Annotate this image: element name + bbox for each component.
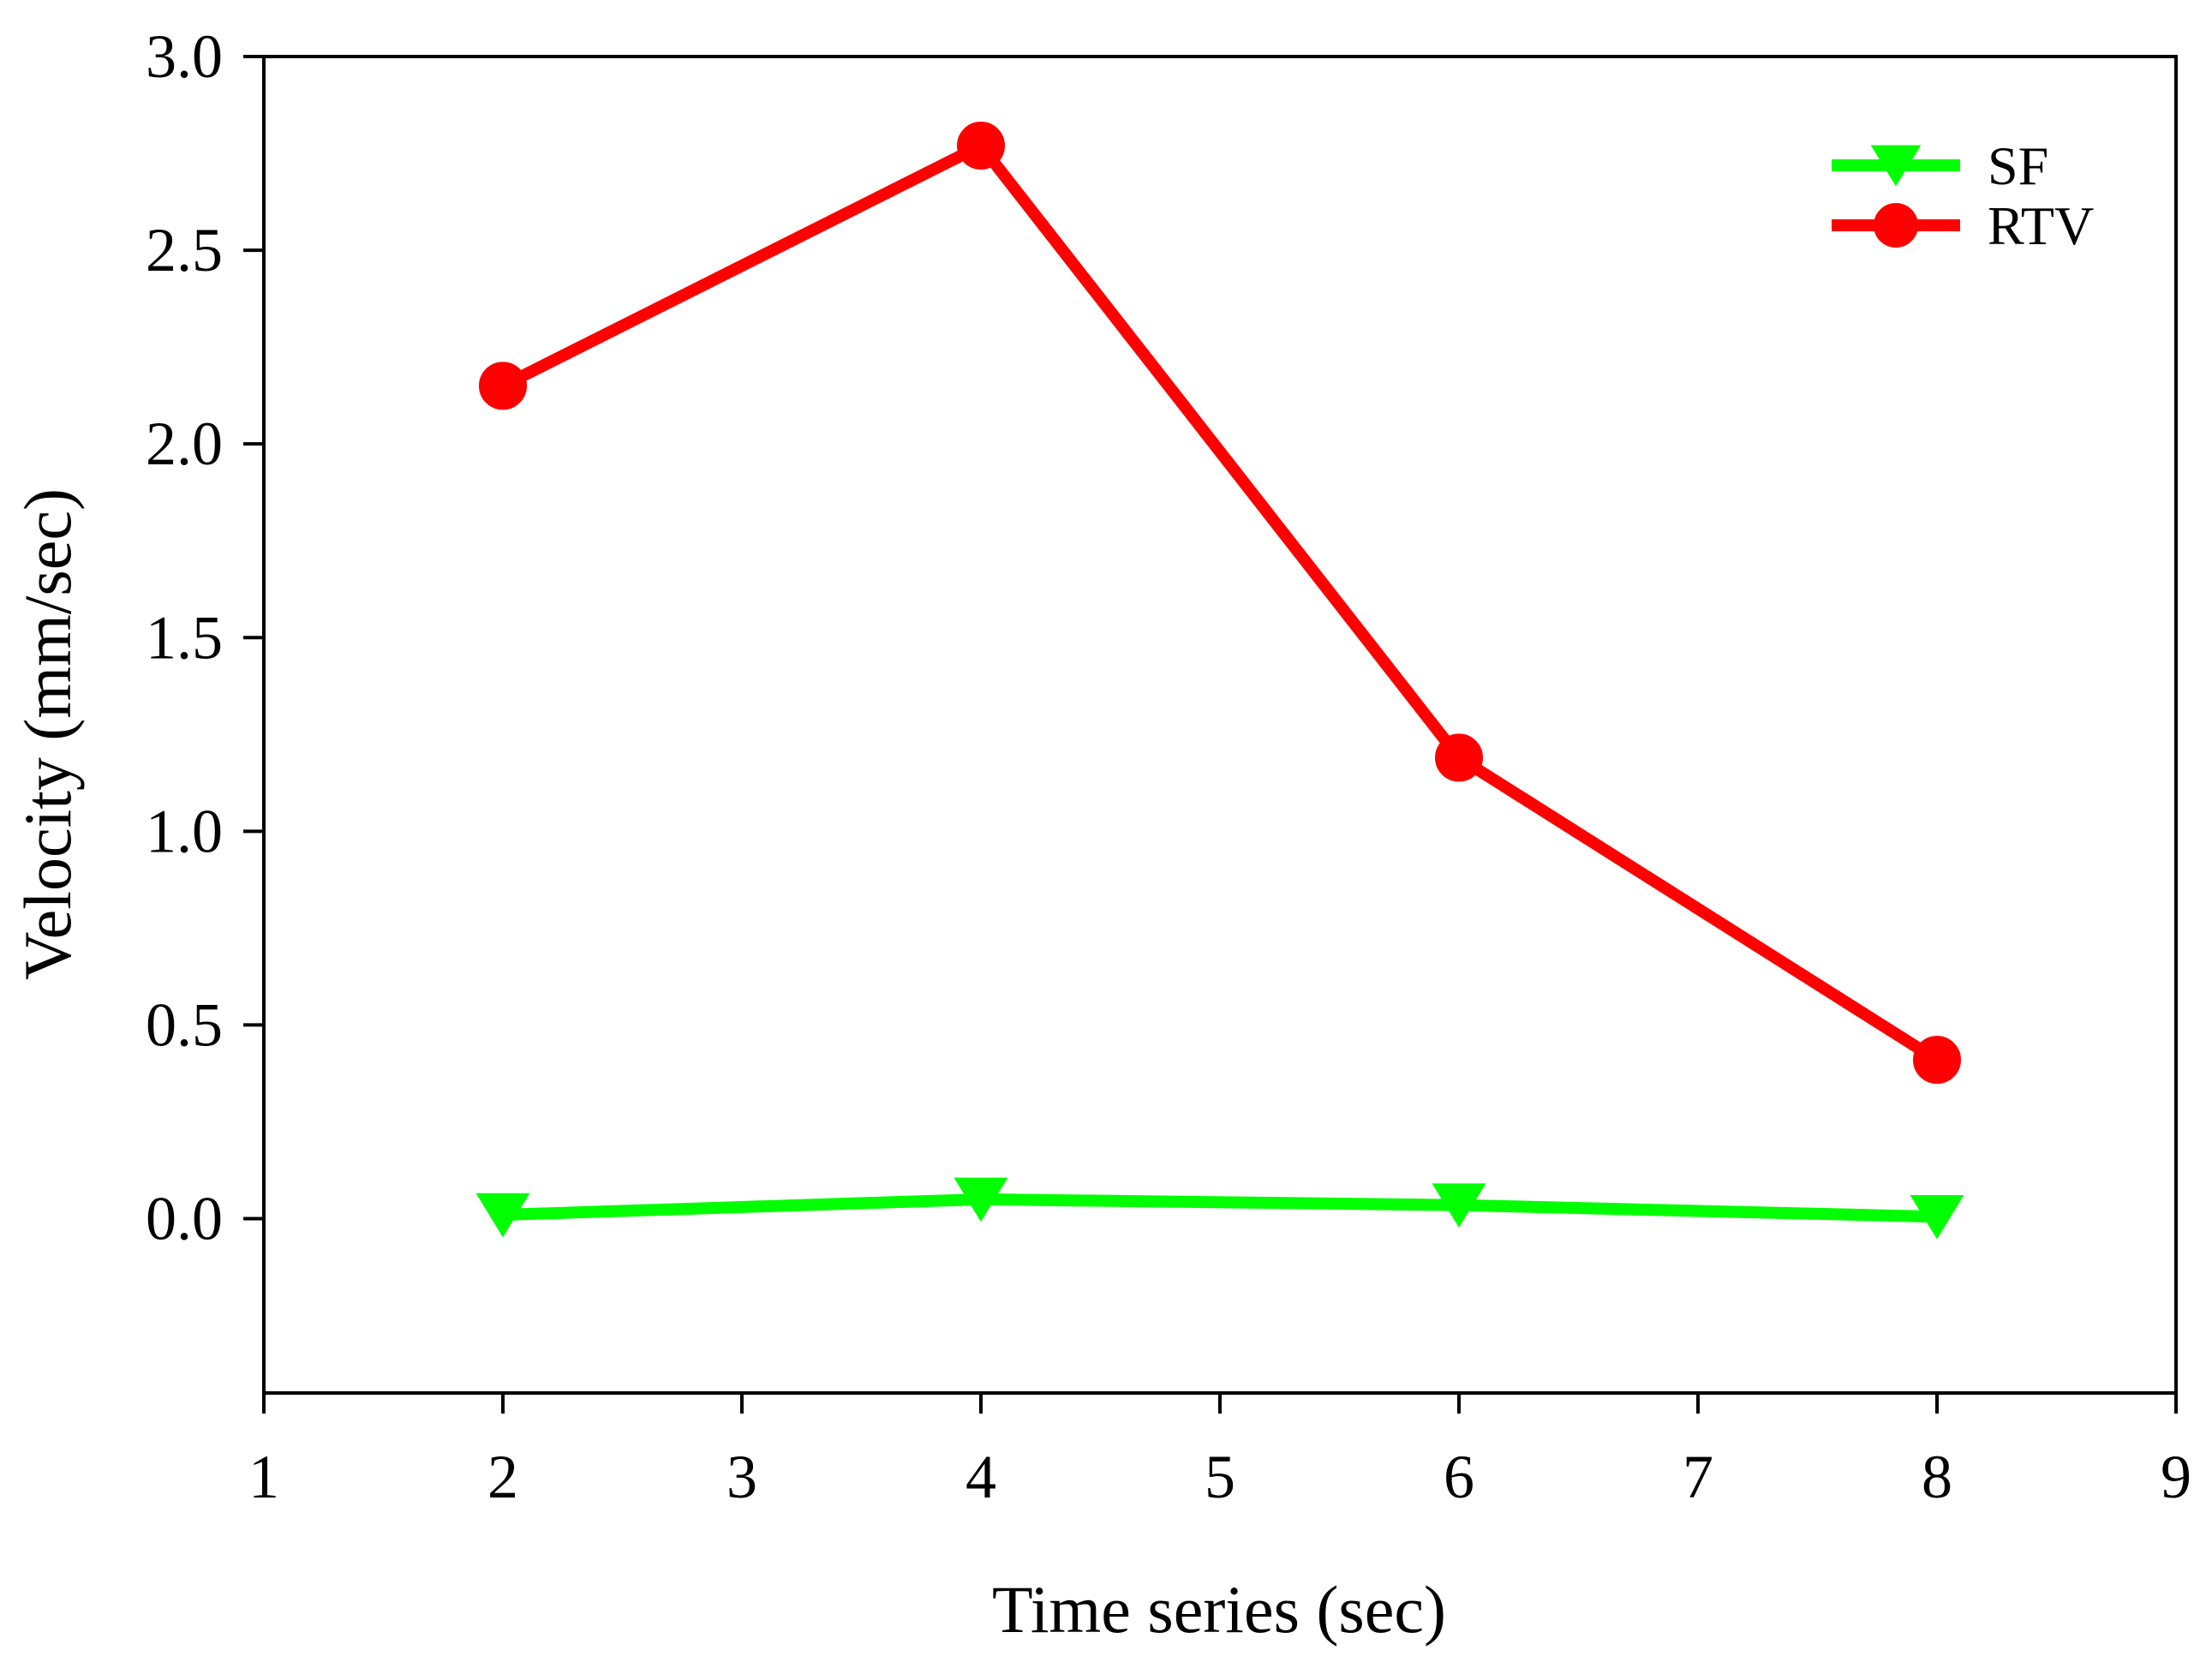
x-tick-label: 2 [487,1443,518,1511]
rtv-point [957,122,1005,170]
plot-area [262,55,2178,1395]
y-tick-label: 1.5 [146,603,223,672]
x-tick-label: 4 [966,1443,996,1511]
series-sf [475,1177,1964,1240]
y-tick-label: 1.0 [146,797,223,865]
x-tick-label: 3 [726,1443,757,1511]
rtv-line [499,140,1940,1066]
sf-line [502,1193,1938,1223]
y-axis-title: Velocity (mm/sec) [10,488,85,980]
legend-marker-rtv [1874,203,1918,248]
rtv-point [1435,733,1483,782]
y-tick-label: 0.0 [146,1185,223,1253]
y-axis: 0.0 0.5 1.0 1.5 2.0 2.5 3.0 [146,22,264,1253]
sf-point [1432,1183,1486,1228]
x-tick-label: 5 [1205,1443,1235,1511]
legend-label-rtv: RTV [1988,195,2094,256]
sf-point [954,1177,1008,1223]
sf-point [1910,1194,1964,1240]
x-tick-label: 7 [1683,1443,1713,1511]
x-axis-title: Time series (sec) [992,1572,1446,1647]
legend-marker-sf [1870,145,1922,187]
x-tick-label: 9 [2161,1443,2191,1511]
legend-item-sf: SF [1832,135,2048,196]
rtv-point [1913,1036,1961,1085]
rtv-point [479,362,527,410]
x-axis: 1 2 3 4 5 6 7 8 9 [248,1393,2191,1511]
x-tick-label: 1 [248,1443,279,1511]
legend-item-rtv: RTV [1832,195,2094,256]
x-tick-label: 8 [1922,1443,1952,1511]
x-tick-label: 6 [1444,1443,1474,1511]
legend-label-sf: SF [1988,135,2048,196]
sf-point [475,1193,530,1238]
series-layer [475,122,1964,1240]
series-rtv [479,122,1961,1085]
plot-frame [262,55,2178,1395]
y-tick-label: 2.5 [146,216,223,284]
y-tick-label: 2.0 [146,410,223,478]
y-tick-label: 3.0 [146,22,223,91]
y-tick-label: 0.5 [146,990,223,1059]
